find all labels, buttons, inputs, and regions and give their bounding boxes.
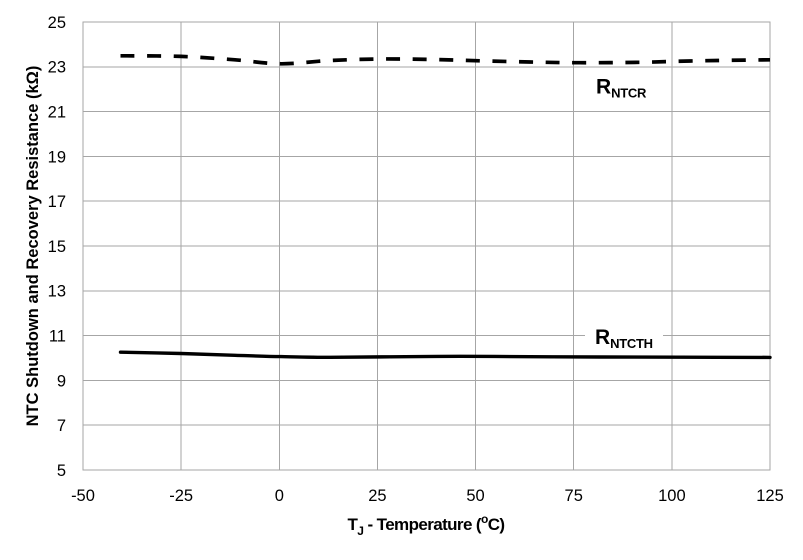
svg-text:11: 11	[49, 328, 66, 346]
svg-text:TJ - Temperature (oC): TJ - Temperature (oC)	[348, 512, 505, 538]
svg-text:-25: -25	[169, 487, 193, 505]
svg-text:0: 0	[275, 487, 284, 505]
svg-text:17: 17	[48, 193, 66, 211]
svg-text:25: 25	[368, 487, 386, 505]
svg-text:7: 7	[57, 417, 66, 435]
svg-text:15: 15	[48, 238, 66, 256]
svg-text:5: 5	[57, 462, 66, 480]
svg-text:NTC Shutdown and Recovery Resi: NTC Shutdown and Recovery Resistance (kΩ…	[24, 66, 42, 427]
svg-text:100: 100	[658, 487, 686, 505]
svg-text:13: 13	[48, 283, 66, 301]
svg-text:23: 23	[48, 59, 66, 77]
svg-text:125: 125	[756, 487, 784, 505]
svg-text:-50: -50	[71, 487, 95, 505]
svg-text:75: 75	[565, 487, 583, 505]
svg-text:19: 19	[48, 148, 66, 166]
svg-text:25: 25	[48, 14, 66, 32]
svg-text:9: 9	[57, 372, 66, 390]
svg-text:21: 21	[48, 104, 66, 122]
svg-text:50: 50	[466, 487, 484, 505]
